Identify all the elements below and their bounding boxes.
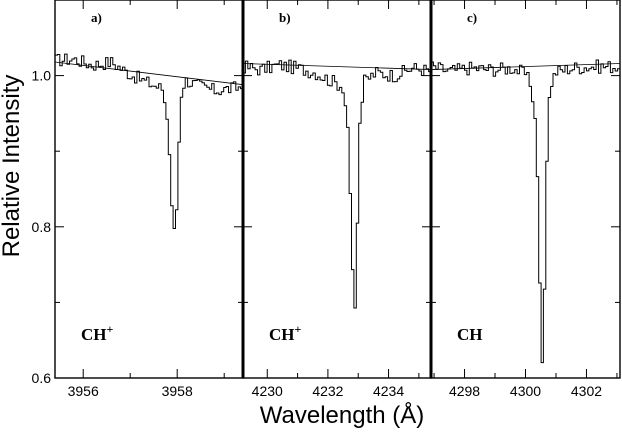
panel-letter: b) xyxy=(279,10,291,25)
panel-frame xyxy=(242,0,432,379)
panel-2: 4230 4232 4234 b) CH+ xyxy=(242,0,432,399)
species-label: CH+ xyxy=(269,322,302,344)
panel-frame xyxy=(54,0,244,379)
panel-letter: c) xyxy=(467,10,477,25)
x-tick-label: 3956 xyxy=(68,383,99,399)
species-superscript: + xyxy=(295,322,302,336)
panel-frame xyxy=(430,0,621,379)
x-tick-label: 4230 xyxy=(252,383,283,399)
continuum-fit-line xyxy=(242,63,432,70)
species-label: CH+ xyxy=(81,322,114,344)
x-tick-label: 4298 xyxy=(449,383,480,399)
spectrum-line xyxy=(431,59,620,364)
y-tick-label: 1.0 xyxy=(32,68,52,84)
x-tick-label: 4232 xyxy=(312,383,343,399)
panel-1: 0.6 0.8 1.0 3956 3958 a) CH+ xyxy=(32,0,244,399)
x-tick-label: 4234 xyxy=(373,383,404,399)
panel-3: 4298 4300 4302 c) CH xyxy=(430,0,621,399)
spectrum-line xyxy=(243,59,431,309)
x-tick-label: 4300 xyxy=(510,383,541,399)
x-tick-label: 4302 xyxy=(571,383,602,399)
x-tick-label: 3958 xyxy=(162,383,193,399)
species-superscript: + xyxy=(107,322,114,336)
x-axis-label: Wavelength (Å) xyxy=(260,401,425,429)
spectrum-line xyxy=(55,53,243,229)
y-tick-label: 0.6 xyxy=(32,370,52,386)
panel-letter: a) xyxy=(91,10,102,25)
y-tick-label: 0.8 xyxy=(32,219,52,235)
species-label: CH xyxy=(457,325,483,344)
y-axis-label: Relative Intensity xyxy=(0,75,25,258)
